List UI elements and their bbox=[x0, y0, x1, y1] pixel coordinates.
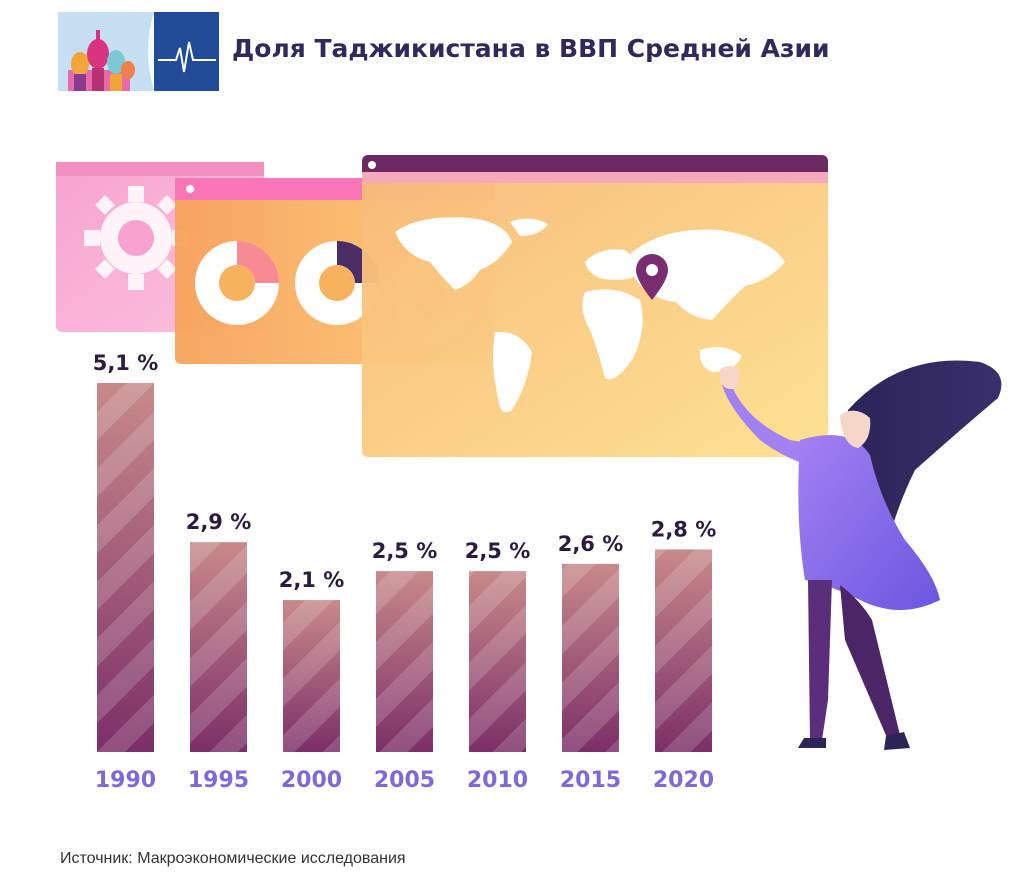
x-tick-label-2015: 2015 bbox=[560, 768, 621, 793]
woman-illustration bbox=[720, 360, 1002, 750]
location-pin-icon bbox=[636, 254, 668, 300]
x-tick-label-1995: 1995 bbox=[188, 768, 249, 793]
bar-stripes-1995 bbox=[190, 542, 247, 752]
value-label-1990: 5,1 % bbox=[93, 351, 159, 375]
source-note: Источник: Макроэкономические исследовани… bbox=[60, 850, 406, 867]
value-label-2015: 2,6 % bbox=[558, 532, 624, 556]
x-tick-label-2005: 2005 bbox=[374, 768, 435, 793]
bar-stripes-2015 bbox=[562, 563, 619, 752]
bar-stripes-2020 bbox=[655, 549, 712, 752]
value-label-2000: 2,1 % bbox=[279, 568, 345, 592]
value-label-2010: 2,5 % bbox=[465, 539, 531, 563]
x-tick-label-2010: 2010 bbox=[467, 768, 528, 793]
value-label-2005: 2,5 % bbox=[372, 539, 438, 563]
x-tick-label-2020: 2020 bbox=[653, 768, 714, 793]
world-map bbox=[395, 217, 785, 413]
donut-chart-icon bbox=[195, 241, 279, 325]
x-tick-label-2000: 2000 bbox=[281, 768, 342, 793]
world-map-window bbox=[362, 155, 828, 457]
bar-stripes-2010 bbox=[469, 571, 526, 752]
value-label-2020: 2,8 % bbox=[651, 517, 717, 541]
bar-stripes-2000 bbox=[283, 600, 340, 752]
x-tick-label-1990: 1990 bbox=[95, 768, 156, 793]
logo bbox=[58, 12, 219, 91]
bar-stripes-1990 bbox=[97, 383, 154, 752]
value-label-1995: 2,9 % bbox=[186, 510, 252, 534]
page-title: Доля Таджикистана в ВВП Средней Азии bbox=[232, 34, 830, 63]
bar-stripes-2005 bbox=[376, 571, 433, 752]
